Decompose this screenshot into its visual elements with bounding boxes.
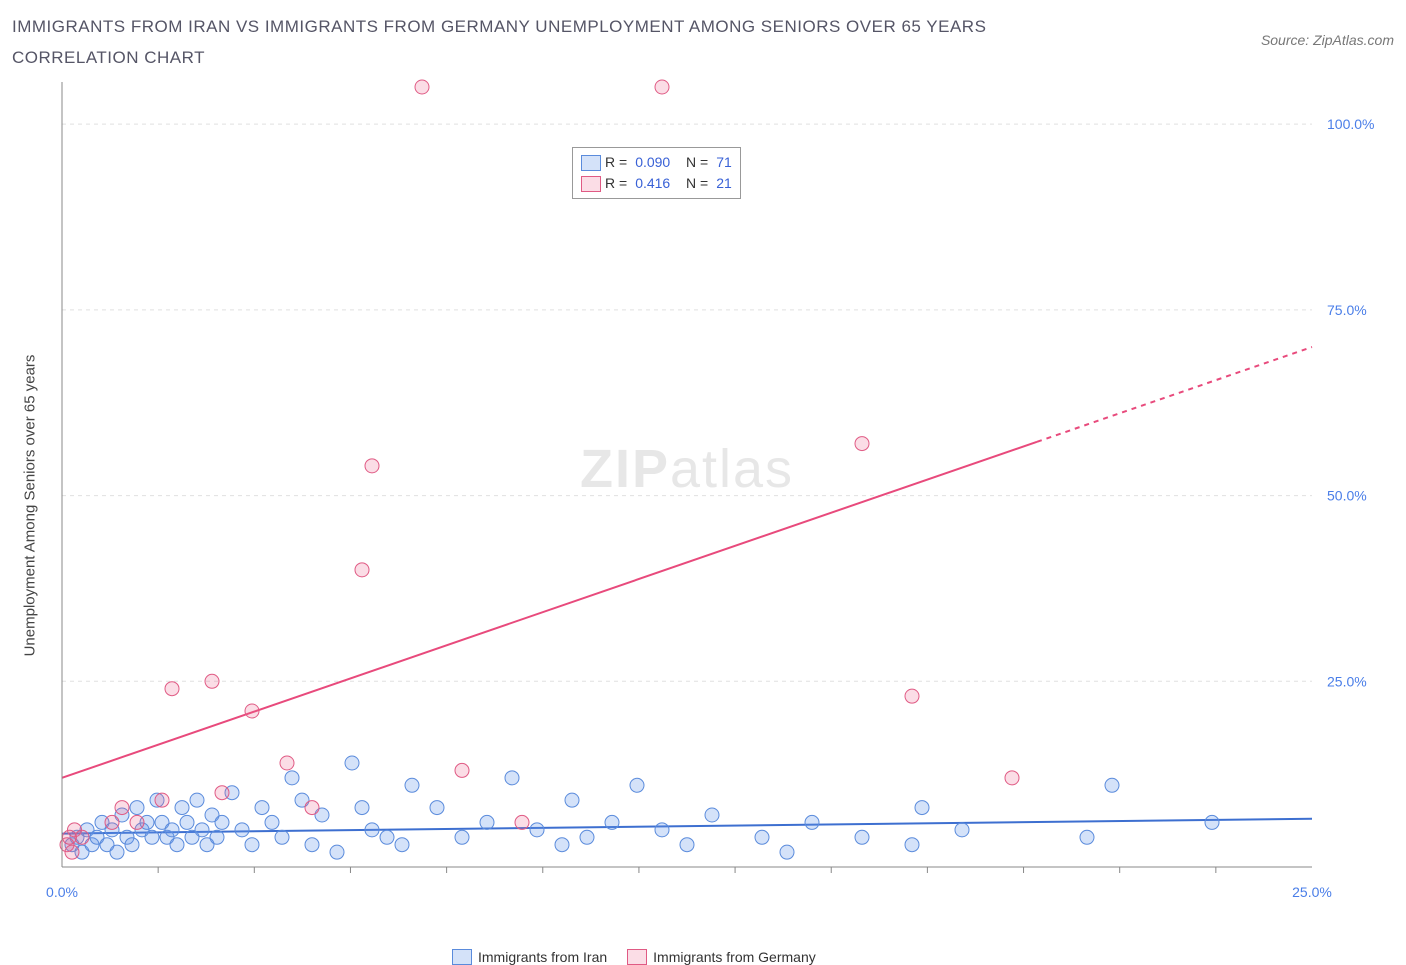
y-axis-label: Unemployment Among Seniors over 65 years (22, 355, 39, 657)
source-label: Source: ZipAtlas.com (1261, 32, 1394, 48)
chart-title: IMMIGRANTS FROM IRAN VS IMMIGRANTS FROM … (12, 12, 1112, 73)
svg-text:25.0%: 25.0% (1292, 884, 1332, 900)
series-legend-label: Immigrants from Germany (653, 949, 816, 965)
svg-text:75.0%: 75.0% (1327, 302, 1367, 318)
svg-text:50.0%: 50.0% (1327, 488, 1367, 504)
stats-legend-row: R = 0.090 N = 71 (581, 152, 732, 173)
stats-legend-row: R = 0.416 N = 21 (581, 173, 732, 194)
legend-swatch-icon (627, 949, 647, 965)
series-legend: Immigrants from Iran Immigrants from Germ… (452, 949, 816, 965)
svg-text:0.0%: 0.0% (46, 884, 78, 900)
svg-text:25.0%: 25.0% (1327, 673, 1367, 689)
svg-text:ZIPatlas: ZIPatlas (580, 439, 794, 499)
scatter-chart: 25.0% 50.0% 75.0% 100.0% ZIPatlas 0.0% 25.0% (12, 77, 1394, 917)
chart-container: Unemployment Among Seniors over 65 years… (12, 77, 1394, 917)
stats-legend: R = 0.090 N = 71 R = 0.416 N = 21 (572, 147, 741, 199)
legend-swatch-icon (452, 949, 472, 965)
legend-swatch-icon (581, 176, 601, 192)
series-legend-label: Immigrants from Iran (478, 949, 607, 965)
series-legend-item: Immigrants from Iran (452, 949, 607, 965)
legend-swatch-icon (581, 155, 601, 171)
svg-text:100.0%: 100.0% (1327, 116, 1374, 132)
series-legend-item: Immigrants from Germany (627, 949, 816, 965)
